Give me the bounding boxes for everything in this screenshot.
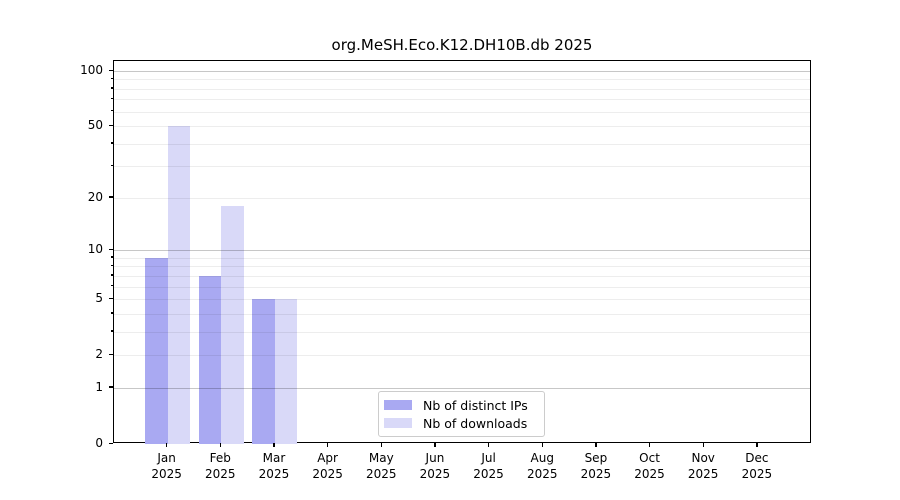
x-tick-mark — [595, 443, 597, 447]
x-tick-mark — [166, 443, 168, 447]
gridline-minor — [114, 99, 810, 101]
y-minor-tick-mark — [111, 142, 113, 144]
x-tick-mark — [380, 443, 382, 447]
y-minor-tick-mark — [111, 97, 113, 100]
x-tick-label-jun: Jun 2025 — [419, 451, 451, 481]
gridline-minor — [114, 197, 810, 199]
legend-label-distinct-ips: Nb of distinct IPs — [423, 397, 528, 413]
x-tick-mark — [541, 443, 543, 447]
y-tick-label-20: 20 — [87, 189, 103, 204]
y-minor-tick-mark — [111, 77, 113, 80]
x-tick-mark — [756, 443, 758, 447]
y-tick-label-5: 5 — [95, 291, 103, 306]
y-tick-mark — [109, 248, 113, 250]
bar-distinct-ips-mar — [252, 299, 275, 444]
chart-title: org.MeSH.Eco.K12.DH10B.db 2025 — [331, 36, 593, 54]
y-tick-label-50: 50 — [87, 118, 103, 133]
gridline-minor — [114, 126, 810, 128]
bar-distinct-ips-feb — [198, 275, 222, 444]
y-tick-label-10: 10 — [87, 242, 103, 257]
gridline-minor — [114, 111, 810, 113]
x-tick-mark — [702, 443, 704, 447]
gridline-major — [114, 387, 810, 389]
bar-downloads-feb — [221, 206, 244, 444]
x-tick-mark — [488, 443, 490, 447]
plot-area — [113, 59, 811, 444]
x-tick-label-oct: Oct 2025 — [634, 451, 665, 481]
y-tick-mark — [109, 386, 113, 388]
gridline-minor — [114, 299, 810, 301]
x-tick-label-mar: Mar 2025 — [258, 451, 290, 481]
gridline-minor — [114, 355, 810, 357]
y-minor-tick-mark — [111, 330, 113, 332]
y-tick-label-100: 100 — [80, 63, 103, 77]
gridline-minor — [114, 143, 810, 145]
y-tick-mark — [109, 297, 113, 299]
legend-swatch-distinct-ips — [384, 400, 412, 410]
gridline-minor — [114, 331, 810, 333]
y-minor-tick-mark — [111, 285, 113, 287]
gridline-minor — [114, 88, 810, 90]
bar-downloads-mar — [274, 299, 298, 444]
x-tick-label-dec: Dec 2025 — [741, 451, 773, 481]
legend-row-downloads: Nb of downloads — [384, 415, 536, 431]
y-minor-tick-mark — [111, 256, 113, 258]
x-tick-label-jul: Jul 2025 — [473, 451, 504, 481]
x-tick-label-feb: Feb 2025 — [205, 451, 236, 481]
y-tick-mark — [109, 353, 113, 355]
x-tick-label-nov: Nov 2025 — [687, 451, 719, 481]
x-tick-label-apr: Apr 2025 — [312, 451, 343, 481]
x-tick-mark — [649, 443, 651, 447]
y-minor-tick-mark — [111, 87, 113, 89]
bar-distinct-ips-jan — [145, 257, 168, 444]
y-tick-label-1: 1 — [95, 379, 103, 394]
y-tick-mark — [109, 196, 113, 198]
bar-downloads-jan — [167, 126, 191, 444]
gridline-minor — [114, 166, 810, 168]
legend: Nb of distinct IPs Nb of downloads — [378, 391, 545, 437]
y-minor-tick-mark — [111, 274, 113, 276]
x-tick-label-jan: Jan 2025 — [151, 451, 182, 481]
x-tick-mark — [219, 443, 221, 447]
y-minor-tick-mark — [111, 110, 113, 112]
y-tick-mark — [109, 69, 113, 71]
x-tick-mark — [434, 443, 436, 447]
gridline-minor — [114, 275, 810, 277]
gridline-minor — [114, 313, 810, 315]
gridline-minor — [114, 79, 810, 81]
y-tick-label-2: 2 — [95, 347, 103, 362]
y-minor-tick-mark — [111, 164, 113, 167]
x-tick-mark — [273, 443, 275, 447]
y-tick-mark — [109, 442, 113, 444]
y-tick-label-0: 0 — [95, 436, 103, 450]
legend-swatch-downloads — [384, 418, 412, 428]
y-tick-mark — [109, 124, 113, 126]
gridline-major — [114, 71, 810, 72]
x-tick-label-may: May 2025 — [365, 451, 397, 481]
x-tick-label-aug: Aug 2025 — [526, 451, 558, 481]
legend-label-downloads: Nb of downloads — [423, 415, 528, 431]
y-minor-tick-mark — [111, 264, 113, 267]
legend-row-distinct-ips: Nb of distinct IPs — [384, 397, 536, 413]
y-minor-tick-mark — [111, 312, 113, 314]
x-tick-label-sep: Sep 2025 — [580, 451, 612, 481]
gridline-major — [114, 250, 810, 252]
gridline-minor — [114, 286, 810, 288]
gridline-minor — [114, 266, 810, 268]
x-tick-mark — [327, 443, 329, 447]
gridline-minor — [114, 257, 810, 259]
